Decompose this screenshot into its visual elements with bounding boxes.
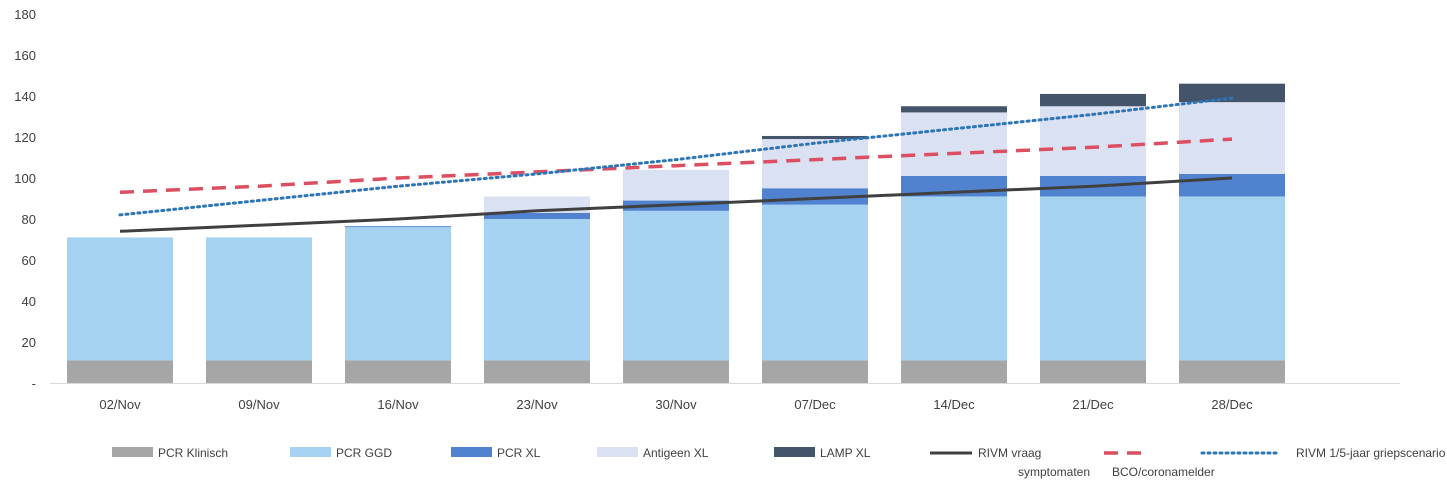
bar-pcr-klinisch <box>762 360 868 383</box>
bar-antigeen-xl <box>623 170 729 201</box>
y-tick-label: 40 <box>22 294 36 309</box>
legend-label: PCR GGD <box>336 446 392 460</box>
x-tick-label: 21/Dec <box>1072 397 1114 412</box>
bar-pcr-klinisch <box>484 360 590 383</box>
bar-lamp-xl <box>901 106 1007 112</box>
legend-label: Antigeen XL <box>643 446 709 460</box>
bar-pcr-ggd <box>1040 196 1146 360</box>
bar-lamp-xl <box>1040 94 1146 106</box>
x-tick-label: 16/Nov <box>377 397 419 412</box>
x-tick-label: 14/Dec <box>933 397 975 412</box>
bar-pcr-ggd <box>762 205 868 361</box>
bar-pcr-ggd <box>206 237 312 360</box>
x-tick-label: 30/Nov <box>655 397 697 412</box>
bar-antigeen-xl <box>1040 106 1146 176</box>
y-tick-label: 120 <box>14 130 36 145</box>
bar-pcr-klinisch <box>345 360 451 383</box>
bar-pcr-ggd <box>484 219 590 360</box>
bar-pcr-ggd <box>901 196 1007 360</box>
legend-label: RIVM 1/5-jaar griepscenario <box>1296 446 1446 460</box>
legend-label: PCR XL <box>497 446 541 460</box>
bar-pcr-klinisch <box>67 360 173 383</box>
bar-pcr-klinisch <box>1179 360 1285 383</box>
y-tick-label: - <box>32 376 36 391</box>
x-tick-label: 07/Dec <box>794 397 836 412</box>
y-tick-label: 180 <box>14 7 36 22</box>
x-tick-label: 09/Nov <box>238 397 280 412</box>
y-tick-label: 80 <box>22 212 36 227</box>
bar-pcr-xl <box>1179 174 1285 197</box>
legend: PCR Klinisch PCR GGD PCR XL Antigeen XL LAMP… <box>112 446 1446 479</box>
y-tick-label: 20 <box>22 335 36 350</box>
bar-pcr-klinisch <box>1040 360 1146 383</box>
bars <box>67 84 1285 383</box>
legend-label: symptomaten <box>1018 465 1090 479</box>
x-axis: 02/Nov 09/Nov 16/Nov 23/Nov 30/Nov 07/Dec 14/D… <box>99 397 1253 412</box>
y-tick-label: 60 <box>22 253 36 268</box>
bar-pcr-xl <box>345 226 451 227</box>
bar-pcr-klinisch <box>206 360 312 383</box>
y-tick-label: 100 <box>14 171 36 186</box>
bar-lamp-xl <box>762 136 868 139</box>
bar-pcr-ggd <box>345 227 451 360</box>
legend-swatch-pcr-xl <box>451 447 492 457</box>
bar-pcr-ggd <box>623 211 729 361</box>
x-tick-label: 02/Nov <box>99 397 141 412</box>
legend-swatch-pcr-klinisch <box>112 447 153 457</box>
legend-label: PCR Klinisch <box>158 446 228 460</box>
y-tick-label: 160 <box>14 48 36 63</box>
bar-antigeen-xl <box>901 112 1007 176</box>
legend-swatch-lamp-xl <box>774 447 815 457</box>
bar-pcr-ggd <box>1179 196 1285 360</box>
legend-swatch-pcr-ggd <box>290 447 331 457</box>
legend-label: LAMP XL <box>820 446 871 460</box>
legend-label: RIVM vraag <box>978 446 1041 460</box>
legend-swatch-antigeen-xl <box>597 447 638 457</box>
bar-pcr-klinisch <box>901 360 1007 383</box>
bar-pcr-klinisch <box>623 360 729 383</box>
y-axis: - 20 40 60 80 100 120 140 160 180 <box>14 7 36 391</box>
legend-label: BCO/coronamelder <box>1112 465 1215 479</box>
bar-antigeen-xl <box>1179 102 1285 174</box>
bar-pcr-ggd <box>67 237 173 360</box>
y-tick-label: 140 <box>14 89 36 104</box>
x-tick-label: 28/Dec <box>1211 397 1253 412</box>
x-tick-label: 23/Nov <box>516 397 558 412</box>
